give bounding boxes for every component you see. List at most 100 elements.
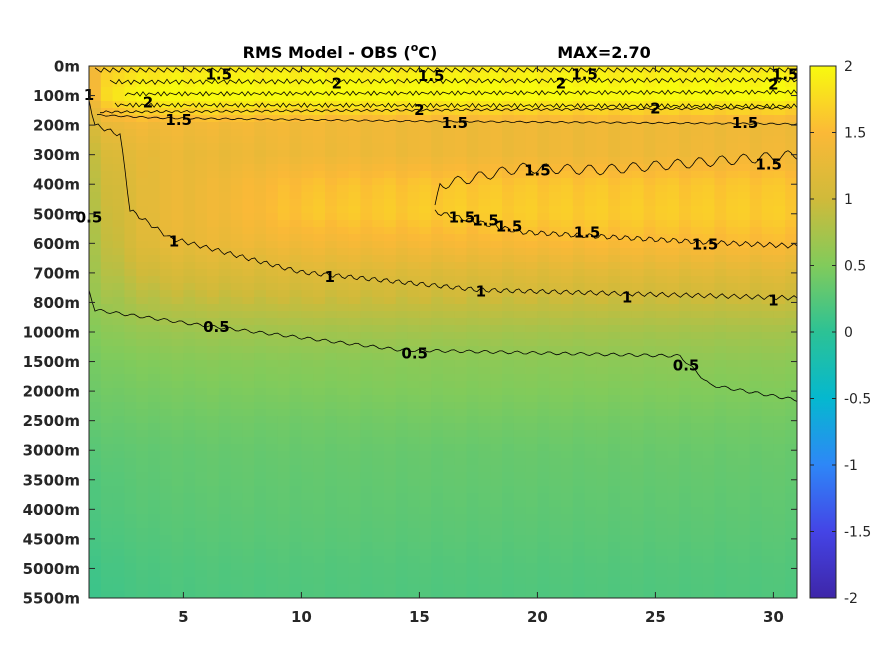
heatmap-cell xyxy=(443,346,456,354)
heatmap-cell xyxy=(136,437,149,445)
heatmap-cell xyxy=(289,122,302,130)
heatmap-cell xyxy=(207,458,220,466)
heatmap-cell xyxy=(171,262,184,270)
heatmap-cell xyxy=(313,430,326,438)
heatmap-cell xyxy=(242,451,255,459)
heatmap-cell xyxy=(183,178,196,186)
heatmap-cell xyxy=(620,416,633,424)
heatmap-cell xyxy=(667,262,680,270)
heatmap-cell xyxy=(266,73,279,81)
heatmap-cell xyxy=(183,199,196,207)
heatmap-cell xyxy=(714,136,727,144)
heatmap-cell xyxy=(336,262,350,270)
heatmap-cell xyxy=(407,80,420,88)
heatmap-cell xyxy=(785,206,797,214)
heatmap-cell xyxy=(360,549,373,557)
heatmap-cell xyxy=(148,171,161,179)
heatmap-cell xyxy=(761,283,774,291)
heatmap-cell xyxy=(620,563,633,571)
heatmap-cell xyxy=(502,87,515,95)
heatmap-cell xyxy=(242,227,255,235)
heatmap-cell xyxy=(230,353,243,361)
heatmap-cell xyxy=(773,129,786,137)
heatmap-cell xyxy=(785,591,797,598)
heatmap-cell xyxy=(372,304,385,312)
heatmap-cell xyxy=(419,213,432,221)
heatmap-cell xyxy=(513,486,527,494)
heatmap-cell xyxy=(100,129,114,137)
heatmap-cell xyxy=(631,283,645,291)
heatmap-cell xyxy=(785,199,797,207)
heatmap-cell xyxy=(714,206,727,214)
heatmap-cell xyxy=(773,255,786,263)
heatmap-cell xyxy=(89,542,102,550)
heatmap-cell xyxy=(502,143,515,151)
heatmap-cell xyxy=(690,388,704,396)
heatmap-cell xyxy=(561,388,574,396)
heatmap-cell xyxy=(372,157,385,165)
heatmap-cell xyxy=(89,143,102,151)
heatmap-cell xyxy=(490,325,503,333)
heatmap-cell xyxy=(195,521,208,529)
heatmap-cell xyxy=(431,269,444,277)
heatmap-cell xyxy=(171,94,184,102)
heatmap-cell xyxy=(313,479,326,487)
heatmap-cell xyxy=(525,549,538,557)
heatmap-cell xyxy=(325,521,338,529)
heatmap-cell xyxy=(454,164,468,172)
heatmap-cell xyxy=(785,136,797,144)
heatmap-cell xyxy=(407,143,420,151)
heatmap-cell xyxy=(749,416,763,424)
heatmap-cell xyxy=(407,304,420,312)
heatmap-cell xyxy=(171,346,184,354)
heatmap-cell xyxy=(89,402,102,410)
heatmap-cell xyxy=(419,115,432,123)
heatmap-cell xyxy=(112,409,125,417)
heatmap-cell xyxy=(218,220,232,228)
heatmap-cell xyxy=(596,304,609,312)
heatmap-cell xyxy=(148,465,161,473)
heatmap-cell xyxy=(761,269,774,277)
heatmap-cell xyxy=(454,353,468,361)
heatmap-cell xyxy=(584,332,597,340)
heatmap-cell xyxy=(596,521,609,529)
heatmap-cell xyxy=(159,486,173,494)
heatmap-cell xyxy=(159,241,173,249)
heatmap-cell xyxy=(549,108,562,116)
heatmap-cell xyxy=(407,437,420,445)
heatmap-cell xyxy=(242,514,255,522)
heatmap-cell xyxy=(478,500,491,508)
heatmap-cell xyxy=(702,213,715,221)
heatmap-cell xyxy=(561,423,574,431)
heatmap-cell xyxy=(218,143,232,151)
heatmap-cell xyxy=(218,416,232,424)
heatmap-cell xyxy=(171,213,184,221)
heatmap-cell xyxy=(773,500,786,508)
heatmap-cell xyxy=(195,360,208,368)
heatmap-cell xyxy=(112,143,125,151)
heatmap-cell xyxy=(513,269,527,277)
heatmap-cell xyxy=(372,472,385,480)
heatmap-cell xyxy=(230,171,243,179)
heatmap-cell xyxy=(183,416,196,424)
heatmap-cell xyxy=(631,332,645,340)
heatmap-cell xyxy=(561,577,574,585)
heatmap-cell xyxy=(431,297,444,305)
heatmap-cell xyxy=(207,269,220,277)
heatmap-cell xyxy=(513,325,527,333)
heatmap-cell xyxy=(596,80,609,88)
heatmap-cell xyxy=(655,241,668,249)
heatmap-cell xyxy=(667,234,680,242)
heatmap-cell xyxy=(631,423,645,431)
heatmap-cell xyxy=(690,255,704,263)
heatmap-cell xyxy=(242,185,255,193)
x-tick-label: 25 xyxy=(645,608,666,626)
heatmap-cell xyxy=(785,556,797,564)
heatmap-cell xyxy=(620,206,633,214)
heatmap-cell xyxy=(148,556,161,564)
heatmap-cell xyxy=(714,297,727,305)
heatmap-cell xyxy=(749,493,763,501)
heatmap-cell xyxy=(620,430,633,438)
heatmap-cell xyxy=(325,283,338,291)
heatmap-cell xyxy=(360,409,373,417)
